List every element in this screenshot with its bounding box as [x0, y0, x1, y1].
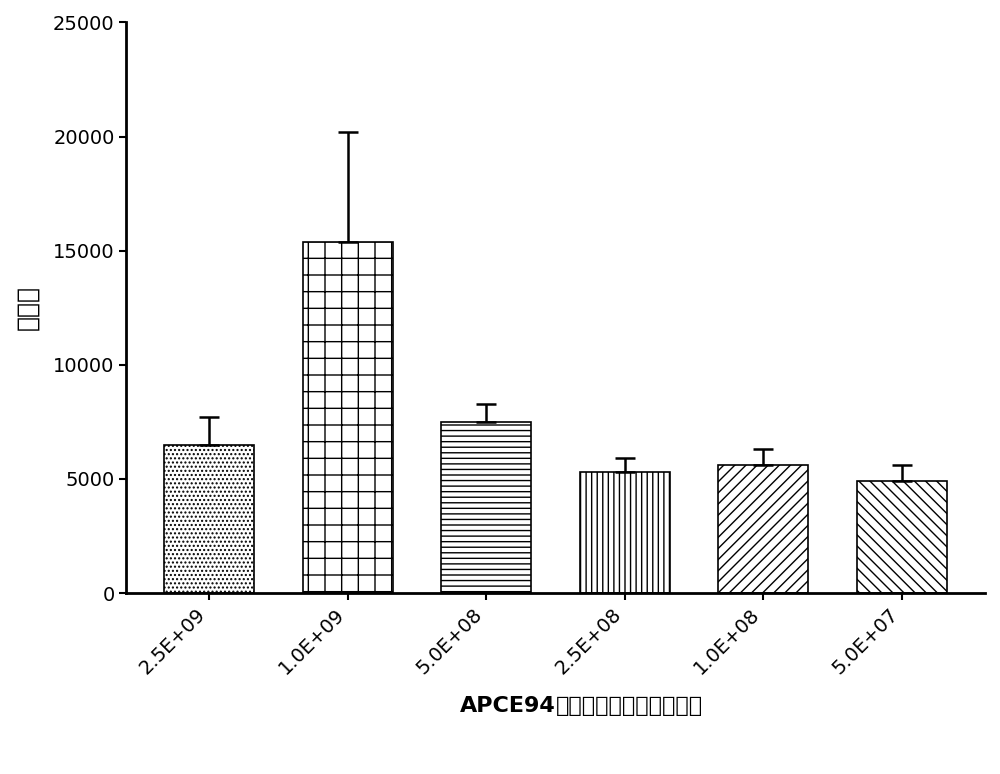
Y-axis label: 稀释度: 稀释度: [15, 286, 39, 330]
Bar: [441, 422, 531, 593]
Bar: [857, 481, 947, 593]
Text: 不同免疫剂量首二免效价: 不同免疫剂量首二免效价: [556, 696, 703, 716]
Bar: [718, 465, 808, 593]
Bar: [580, 472, 670, 593]
Text: APCE94: APCE94: [460, 696, 556, 716]
Bar: [303, 241, 393, 593]
Bar: [164, 445, 254, 593]
